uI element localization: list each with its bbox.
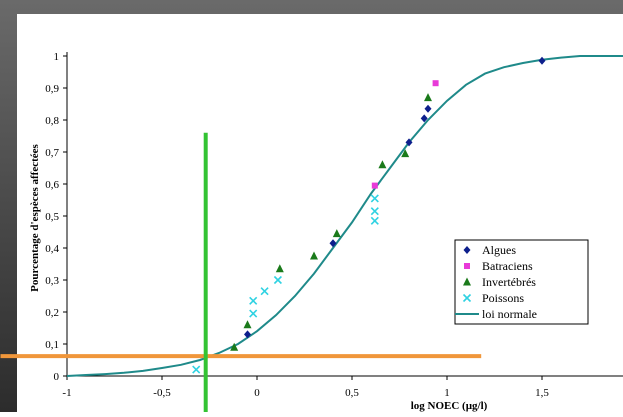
algues-point	[405, 138, 413, 147]
x-marker-stroke	[249, 296, 258, 305]
loi-normale-curve	[66, 55, 623, 377]
x-tick-label: 0	[254, 387, 260, 399]
y-axis-title: Pourcentage d'espèces affectées	[29, 143, 41, 291]
y-tick-label: 0,4	[45, 243, 59, 255]
y-tick-label: 0,7	[45, 147, 59, 159]
x-axis-title: log NOEC (µg/l)	[411, 400, 488, 412]
y-tick-label: 0,3	[45, 275, 59, 287]
x-tick-label: 0,5	[345, 387, 359, 399]
y-tick-label: 0,2	[45, 307, 59, 319]
legend-box	[454, 239, 589, 325]
legend-batraciens-label: Batraciens	[482, 259, 533, 273]
poissons-point	[249, 296, 258, 305]
batraciens-point	[371, 182, 378, 189]
y-tick-label: 0	[54, 371, 60, 383]
legend-invertebres-label: Invertébrés	[482, 275, 536, 289]
legend-algues-label: Algues	[482, 243, 516, 257]
x-marker-stroke	[462, 293, 472, 303]
x-marker-stroke	[260, 287, 269, 296]
algues-point	[420, 114, 428, 123]
invertebres-point	[401, 149, 410, 158]
legend-poissons-label: Poissons	[482, 291, 524, 305]
x-tick-label: 1,5	[535, 387, 549, 399]
algues-point	[329, 239, 337, 248]
y-tick-label: 0,9	[45, 83, 59, 95]
y-tick-label: 0,6	[45, 179, 59, 191]
y-tick-label: 0,5	[45, 211, 59, 223]
poissons-point	[370, 207, 379, 216]
y-tick-label: 1	[54, 51, 60, 63]
poissons-point	[260, 287, 269, 296]
invertebres-point	[230, 342, 239, 351]
x-tick-label: 1	[444, 387, 450, 399]
legend-loi-normale-label: loi normale	[482, 307, 537, 321]
algues-point	[424, 104, 432, 113]
poissons-point	[192, 365, 201, 374]
poissons-point	[273, 275, 282, 285]
y-tick-label: 0,1	[45, 339, 59, 351]
invertebres-point	[275, 264, 284, 273]
x-tick-label: -0,5	[153, 387, 171, 399]
x-marker-stroke	[192, 365, 201, 374]
legend-algues-symbol	[463, 246, 471, 254]
x-marker-stroke	[370, 216, 379, 225]
algues-point	[538, 56, 546, 65]
poissons-point	[370, 194, 379, 203]
invertebres-point	[243, 320, 252, 329]
batraciens-point	[432, 80, 439, 87]
invertebres-point	[310, 251, 318, 260]
x-marker-stroke	[370, 207, 379, 216]
plot-panel	[17, 14, 623, 412]
poissons-point	[249, 309, 258, 318]
y-tick-label: 0,8	[45, 115, 59, 127]
x-marker-stroke	[273, 275, 282, 285]
invertebres-point	[424, 93, 432, 102]
legend-invertebres-symbol	[463, 277, 471, 286]
x-marker-stroke	[249, 309, 258, 318]
x-tick-label: -1	[62, 387, 71, 399]
invertebres-point	[378, 160, 387, 169]
invertebres-point	[332, 229, 341, 238]
legend-poissons-symbol	[462, 293, 472, 303]
legend-batraciens-symbol	[464, 263, 470, 269]
x-marker-stroke	[370, 194, 379, 203]
algues-point	[244, 330, 251, 339]
legend: Algues Batraciens Invertébrés Poissons loi n…	[454, 239, 589, 325]
poissons-point	[370, 216, 379, 225]
